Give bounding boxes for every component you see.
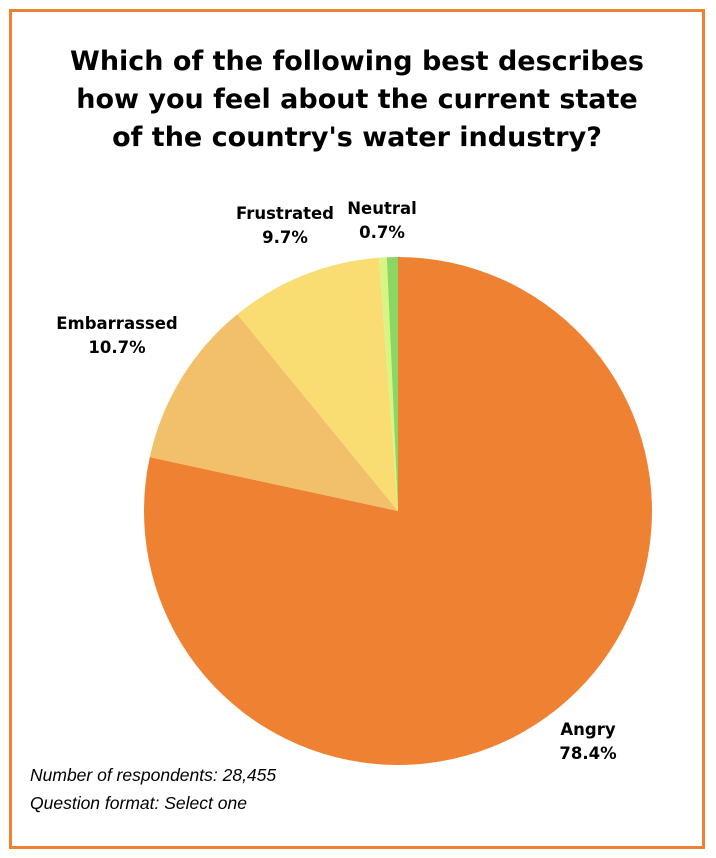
pie-slice-frustrated [237,257,398,511]
slice-value-frustrated: 9.7% [262,228,308,247]
title-line-3: of the country's water industry? [112,122,602,153]
slice-value-neutral: 0.7% [359,223,405,242]
pie-slice-embarrassed [149,314,398,511]
slice-label-neutral: Neutral [347,199,417,218]
pie-slice-neutral [386,257,398,511]
chart-title: Which of the following best describes ho… [9,43,705,157]
question-format-note: Question format: Select one [30,793,247,813]
respondents-note: Number of respondents: 28,455 [30,765,277,785]
title-line-2: how you feel about the current state [76,84,638,115]
slice-value-embarrassed: 10.7% [88,338,146,357]
title-line-1: Which of the following best describes [70,46,644,77]
slice-value-angry: 78.4% [559,744,617,763]
chart-frame [9,9,705,849]
slice-label-angry: Angry [560,720,615,739]
slice-label-embarrassed: Embarrassed [56,314,177,333]
slice-label-frustrated: Frustrated [236,204,334,223]
pie-slice-unlabeled-3 [378,257,398,511]
